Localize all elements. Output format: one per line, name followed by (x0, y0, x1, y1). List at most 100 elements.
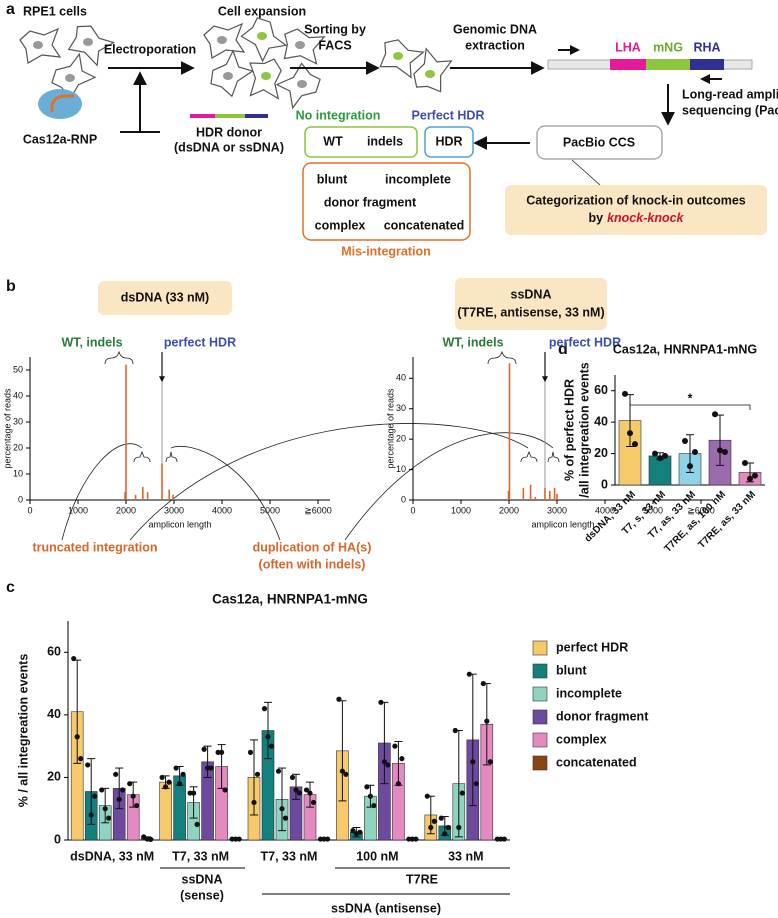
y-tick-label: 40 (13, 390, 23, 400)
legend-label: complex (556, 732, 607, 746)
label: blunt (317, 172, 348, 186)
data-point (251, 799, 257, 806)
nucleus (65, 74, 75, 82)
box (505, 185, 767, 235)
data-point (268, 743, 275, 749)
y-tick-label: 0 (601, 477, 608, 491)
label: HDR donor (196, 125, 262, 139)
mng (646, 59, 690, 70)
data-point (452, 727, 458, 734)
data-point (120, 787, 126, 793)
x-tick-label: ≧6000 (687, 505, 715, 515)
bar (159, 781, 172, 841)
brace (487, 350, 517, 365)
label: complex (315, 218, 366, 232)
label: Mis-integration (341, 244, 431, 258)
brace (104, 350, 134, 365)
data-point (293, 787, 299, 793)
label: LHA (615, 40, 641, 54)
data-point (78, 756, 84, 762)
y-axis-label: /all integreation events (577, 362, 591, 498)
group-label: (sense) (180, 888, 224, 902)
data-point (747, 475, 753, 482)
data-point (289, 774, 296, 781)
y-tick-label: 20 (594, 446, 608, 460)
y-tick-label: 20 (47, 770, 61, 784)
data-point (622, 390, 628, 397)
group-label: ssDNA (182, 872, 223, 886)
data-point (662, 452, 668, 459)
data-point (385, 762, 391, 768)
leader-curve (61, 443, 143, 541)
y-tick-label: 60 (594, 383, 608, 397)
x-tick-label: 4000 (595, 505, 615, 515)
data-point (413, 836, 419, 842)
donor-rha (245, 114, 268, 118)
data-point (275, 768, 282, 774)
data-point (127, 781, 133, 787)
label: extraction (465, 38, 525, 52)
label: No integration (296, 108, 381, 122)
label: (dsDNA or ssDNA) (174, 140, 284, 154)
label: Cell expansion (218, 4, 306, 18)
connector (571, 159, 601, 186)
data-point (324, 836, 331, 842)
data-point (236, 836, 242, 842)
y-tick-label: 40 (396, 373, 406, 383)
y-axis-label: percentage of reads (385, 388, 395, 469)
box (302, 162, 471, 241)
data-point (85, 762, 91, 768)
rha (690, 59, 724, 70)
data-point (191, 790, 197, 796)
y-tick-label: 60 (47, 645, 61, 659)
data-point (102, 806, 108, 812)
label: incomplete (385, 172, 451, 186)
donor-lha (190, 114, 215, 118)
label: Perfect HDR (412, 108, 485, 122)
annotation: WT, indels (442, 335, 503, 349)
label: PacBio CCS (563, 135, 635, 149)
x-tick-label: T7, 33 nM (261, 849, 318, 863)
x-tick-label: 1000 (68, 505, 88, 515)
title-box (98, 281, 232, 315)
data-point (71, 655, 77, 662)
panel-label: b (6, 278, 16, 295)
nucleus (261, 72, 271, 80)
x-tick-label: 5000 (643, 505, 663, 515)
box (304, 126, 418, 158)
data-point (657, 455, 663, 462)
x-axis-label: amplicon length (531, 519, 594, 529)
nucleus (425, 70, 435, 78)
data-point (722, 449, 728, 455)
data-point (303, 787, 310, 793)
legend-label: incomplete (556, 686, 622, 700)
label: mNG (653, 40, 683, 54)
y-axis-label: % of perfect HDR (562, 379, 576, 481)
annotation: duplication of HA(s) (253, 540, 372, 554)
data-point (116, 796, 122, 802)
label: Long-read amplicon (682, 87, 778, 101)
x-tick-label: 2000 (499, 505, 519, 515)
brace (133, 450, 151, 463)
title-box (455, 278, 607, 330)
data-point (682, 438, 688, 444)
data-point (752, 472, 758, 479)
x-tick-label: T7RE, as, 33 nM (696, 489, 758, 551)
label: Genomic DNA (453, 22, 537, 36)
x-tick-label: 3000 (547, 505, 567, 515)
nucleus (217, 36, 227, 44)
data-point (367, 793, 373, 799)
leader-curve (170, 445, 281, 541)
nucleus (33, 41, 43, 49)
data-point (163, 784, 169, 790)
y-tick-label: 40 (594, 414, 608, 428)
data-point (343, 771, 349, 777)
label: by (588, 211, 603, 225)
label: RHA (693, 40, 720, 54)
data-point (113, 771, 119, 777)
data-point (222, 787, 228, 793)
y-tick-label: 20 (13, 442, 23, 452)
nucleus (297, 80, 307, 88)
data-point (350, 828, 356, 834)
